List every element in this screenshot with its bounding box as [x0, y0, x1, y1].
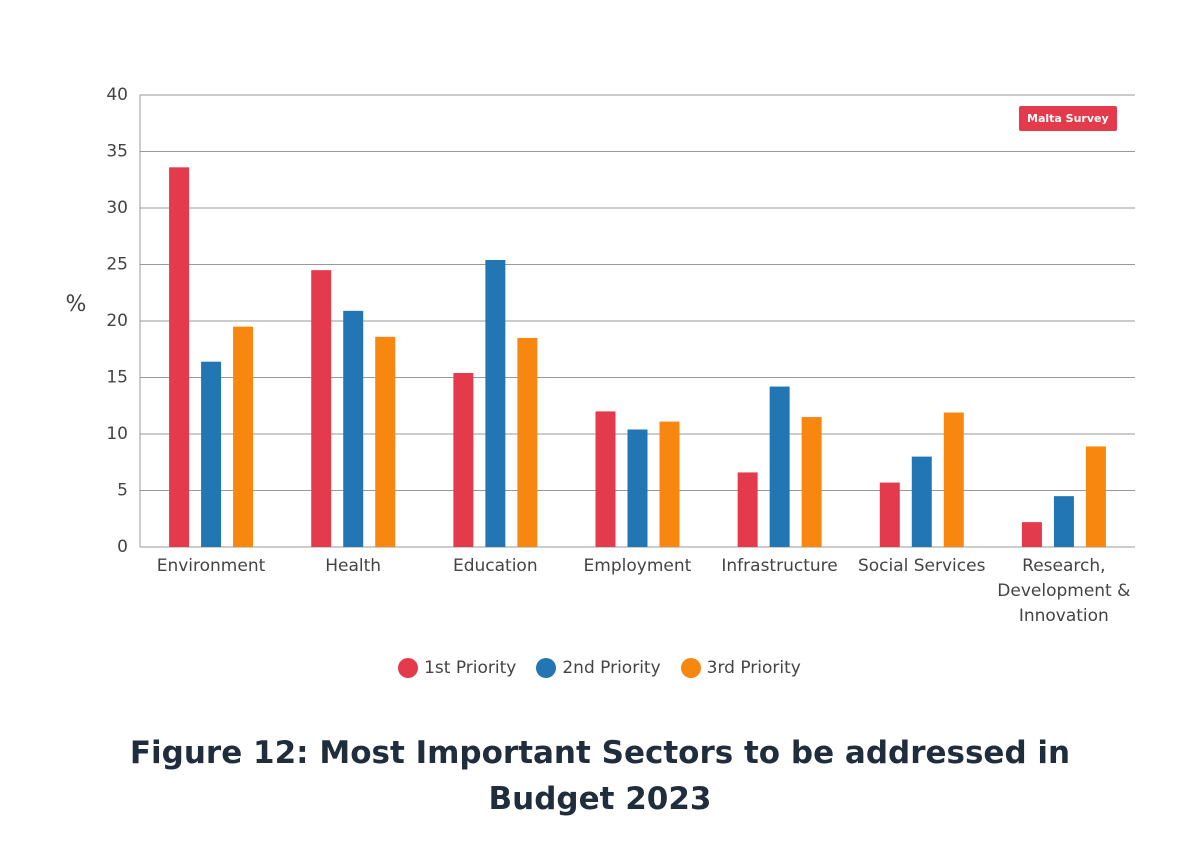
bar	[201, 361, 222, 547]
bar	[233, 326, 254, 547]
bar	[737, 472, 758, 547]
y-tick-label: 25	[106, 255, 128, 275]
legend-label: 1st Priority	[424, 658, 517, 678]
bar	[659, 421, 680, 547]
legend-swatch	[680, 658, 701, 678]
y-tick-label: 10	[106, 424, 128, 444]
bar	[375, 336, 396, 547]
bar	[801, 417, 822, 547]
x-tick-label: Health	[325, 556, 382, 576]
legend-swatch	[398, 658, 419, 678]
legend: 1st Priority 2nd Priority 3rd Priority	[0, 658, 1199, 678]
bar	[879, 482, 900, 547]
y-tick-label: 40	[106, 85, 128, 105]
x-tick-label: Education	[452, 556, 538, 576]
x-tick-label: Environment	[156, 556, 266, 576]
bar	[595, 411, 616, 547]
legend-label: 3rd Priority	[706, 658, 801, 678]
bar	[485, 259, 506, 547]
legend-item: 2nd Priority	[536, 658, 661, 678]
bar	[517, 337, 538, 547]
y-tick-label: 0	[117, 537, 128, 557]
y-tick-label: 35	[106, 142, 128, 162]
x-tick-label: Infrastructure	[721, 556, 838, 576]
y-tick-label: 5	[117, 481, 128, 501]
bar	[453, 372, 474, 547]
bar	[169, 167, 190, 547]
annotation: Malta Survey	[1019, 106, 1117, 131]
legend-label: 2nd Priority	[562, 658, 661, 678]
y-tick-label: 15	[106, 368, 128, 388]
chart-title: Figure 12: Most Important Sectors to be …	[129, 735, 1071, 817]
bar	[1053, 496, 1074, 547]
bar	[943, 412, 964, 547]
y-tick-label: 30	[106, 198, 128, 218]
y-axis-label: %	[66, 292, 87, 317]
x-tick-label: Employment	[583, 556, 692, 576]
legend-item: 3rd Priority	[680, 658, 801, 678]
bar	[911, 456, 932, 547]
x-tick-label: Social Services	[857, 556, 986, 576]
x-tick-label: Research, Development & Innovation	[997, 556, 1131, 626]
y-tick-label: 20	[106, 311, 128, 331]
bar	[343, 310, 364, 547]
legend-item: 1st Priority	[398, 658, 516, 678]
legend-swatch	[536, 658, 557, 678]
bar	[1021, 522, 1042, 547]
bar	[627, 429, 648, 547]
bar	[1085, 446, 1106, 547]
bar	[311, 270, 332, 547]
bar	[769, 386, 790, 547]
